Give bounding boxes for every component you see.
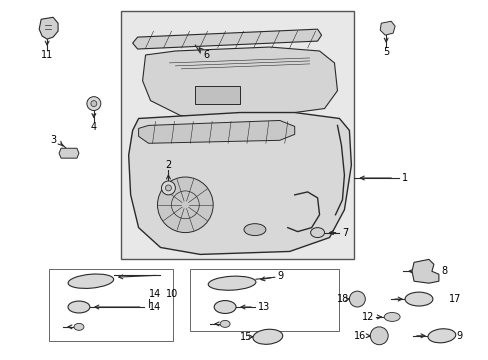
Text: 7: 7 <box>342 228 348 238</box>
Ellipse shape <box>68 301 90 313</box>
Polygon shape <box>138 121 294 143</box>
Ellipse shape <box>68 274 113 288</box>
Circle shape <box>161 181 175 195</box>
Text: 12: 12 <box>361 312 373 322</box>
Circle shape <box>157 177 213 233</box>
Text: 5: 5 <box>382 47 388 57</box>
Polygon shape <box>380 21 394 35</box>
Ellipse shape <box>208 276 255 290</box>
Text: 1: 1 <box>401 173 407 183</box>
Text: 9: 9 <box>277 271 284 281</box>
Ellipse shape <box>384 312 399 321</box>
Text: 8: 8 <box>441 266 447 276</box>
Polygon shape <box>142 47 337 118</box>
Bar <box>190 269 339 331</box>
Text: 13: 13 <box>257 302 270 312</box>
Polygon shape <box>39 17 58 39</box>
Polygon shape <box>59 148 79 158</box>
Bar <box>49 269 173 341</box>
Bar <box>195 86 240 104</box>
Circle shape <box>165 185 171 191</box>
Polygon shape <box>132 29 321 49</box>
Ellipse shape <box>214 301 236 314</box>
Circle shape <box>87 96 101 111</box>
Ellipse shape <box>404 292 432 306</box>
Polygon shape <box>411 260 438 283</box>
Text: 10: 10 <box>166 289 178 299</box>
Text: 14: 14 <box>148 302 161 312</box>
Circle shape <box>91 100 97 107</box>
Text: 9: 9 <box>456 331 462 341</box>
Text: 16: 16 <box>353 331 366 341</box>
Ellipse shape <box>427 329 455 343</box>
Text: 17: 17 <box>448 294 460 304</box>
Text: 3: 3 <box>50 135 56 145</box>
Polygon shape <box>128 113 351 255</box>
Circle shape <box>349 291 365 307</box>
Text: 18: 18 <box>336 294 349 304</box>
Bar <box>121 11 354 260</box>
Circle shape <box>369 327 387 345</box>
Ellipse shape <box>220 320 230 327</box>
Ellipse shape <box>310 228 324 238</box>
Text: 4: 4 <box>91 122 97 132</box>
Text: 6: 6 <box>203 50 209 60</box>
Text: 2: 2 <box>165 160 171 170</box>
Ellipse shape <box>244 224 265 235</box>
Ellipse shape <box>74 323 84 330</box>
Text: 11: 11 <box>41 50 53 60</box>
Text: 15: 15 <box>239 332 251 342</box>
Ellipse shape <box>252 329 282 344</box>
Text: 14: 14 <box>148 289 161 299</box>
